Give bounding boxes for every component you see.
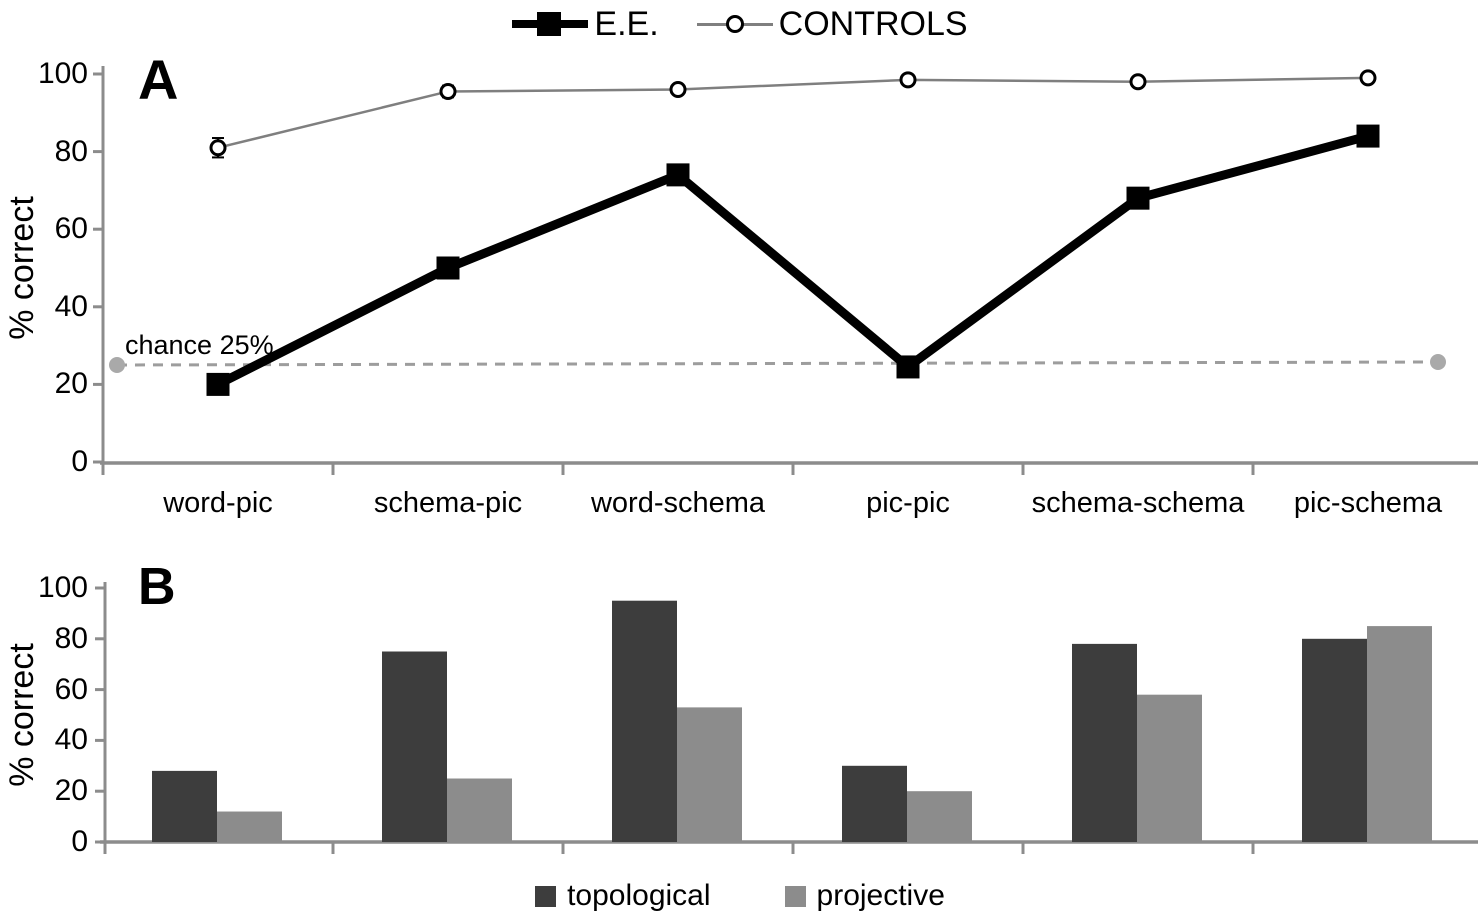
bar-projective xyxy=(447,778,512,842)
controls-marker xyxy=(209,139,227,157)
controls-marker xyxy=(899,71,917,89)
bar-projective xyxy=(1137,694,1202,842)
category-label-schema-schema: schema-schema xyxy=(1031,487,1245,519)
bar-topological xyxy=(1302,638,1367,842)
panel-a-ytick-label: 60 xyxy=(54,212,88,246)
category-label-pic-schema: pic-schema xyxy=(1293,487,1443,519)
legend-item-projective: projective xyxy=(784,879,945,912)
legend-label-ee: E.E. xyxy=(594,5,659,43)
category-label-schema-pic: schema-pic xyxy=(373,487,523,519)
ee-marker xyxy=(1356,124,1380,148)
legend-item-controls: CONTROLS xyxy=(696,5,968,43)
legend-label-projective: projective xyxy=(816,879,945,912)
bar-projective xyxy=(907,791,972,842)
controls-line xyxy=(217,76,1369,149)
panel-b-ytick-label: 80 xyxy=(54,621,88,655)
legend-item-topological: topological xyxy=(535,879,711,912)
panel-a-legend: E.E. CONTROLS xyxy=(0,0,1480,48)
chance-annotation: chance 25% xyxy=(125,330,274,360)
bar-topological xyxy=(612,600,677,842)
chance-line-left-dot xyxy=(109,357,125,373)
controls-marker xyxy=(669,81,687,99)
chance-line-right-dot xyxy=(1430,354,1446,370)
ee-marker xyxy=(896,355,920,379)
category-label-word-schema: word-schema xyxy=(590,487,766,519)
legend-item-ee: E.E. xyxy=(512,5,659,43)
panel-b-ytick-label: 100 xyxy=(37,571,88,604)
panel-b-ytick-label: 20 xyxy=(54,774,88,808)
panel-a-ytick-label: 80 xyxy=(54,134,88,168)
panel-b-ytick-label: 60 xyxy=(54,672,88,706)
legend-label-topological: topological xyxy=(567,879,711,912)
legend-label-controls: CONTROLS xyxy=(778,5,968,43)
panel-b-label: B xyxy=(138,558,176,616)
topological-swatch-icon xyxy=(535,885,557,907)
ee-series-marker-icon xyxy=(512,10,589,38)
controls-marker xyxy=(1129,73,1147,91)
filled-square-icon xyxy=(537,12,562,36)
panel-b-ytick-label: 0 xyxy=(71,825,88,858)
bar-projective xyxy=(1367,626,1432,842)
chance-dashed-line xyxy=(116,360,1439,367)
ee-marker xyxy=(436,256,460,280)
bar-topological xyxy=(152,770,217,842)
controls-series-marker-icon xyxy=(696,10,773,38)
bar-topological xyxy=(382,651,447,842)
ee-line xyxy=(215,131,1370,389)
bar-topological xyxy=(842,765,907,842)
panel-b-y-axis-title: % correct xyxy=(3,643,41,787)
bar-projective xyxy=(677,707,742,842)
controls-marker xyxy=(439,82,457,100)
ee-marker xyxy=(1126,186,1150,210)
projective-swatch-icon xyxy=(784,885,806,907)
panel-b-ytick-label: 40 xyxy=(54,723,88,757)
ee-marker xyxy=(666,163,690,187)
panel-a-ytick-label: 20 xyxy=(54,367,88,401)
category-label-pic-pic: pic-pic xyxy=(866,487,950,519)
ee-marker xyxy=(206,372,230,396)
open-circle-icon xyxy=(725,15,744,33)
panel-a-ytick-label: 40 xyxy=(54,289,88,323)
panel-a-label: A xyxy=(138,48,179,111)
panel-a-ytick-label: 100 xyxy=(37,57,88,90)
category-label-word-pic: word-pic xyxy=(163,487,273,519)
panel-a-ytick-label: 0 xyxy=(71,445,88,478)
bar-topological xyxy=(1072,643,1137,842)
controls-marker xyxy=(1359,69,1377,87)
bar-projective xyxy=(217,811,282,842)
panel-b-legend: topological projective xyxy=(0,874,1480,918)
